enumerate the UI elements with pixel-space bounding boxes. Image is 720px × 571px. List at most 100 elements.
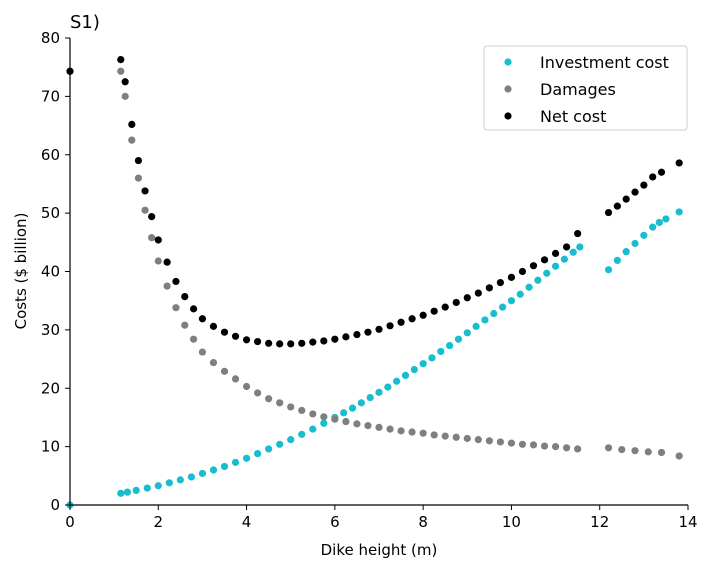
data-point [401, 371, 410, 380]
data-point [563, 243, 571, 251]
data-point [121, 92, 129, 100]
data-point [454, 335, 463, 343]
data-point [357, 399, 365, 407]
data-point [551, 249, 560, 258]
data-point [117, 67, 125, 75]
legend-marker [504, 112, 512, 120]
data-point [441, 303, 449, 311]
data-point [622, 248, 630, 256]
data-point [485, 284, 493, 292]
y-axis-title: Costs ($ billion) [12, 213, 30, 330]
data-point [143, 484, 151, 492]
data-point [331, 335, 339, 343]
data-point [622, 195, 630, 203]
data-point [604, 266, 613, 274]
data-point [132, 486, 140, 495]
x-tick-label: 6 [330, 513, 340, 531]
data-point [576, 243, 584, 251]
data-point [675, 452, 683, 460]
data-point [410, 365, 418, 374]
data-point [276, 399, 284, 407]
data-point [309, 410, 317, 418]
data-point [375, 325, 383, 333]
data-point [507, 439, 516, 447]
data-point [163, 282, 171, 290]
data-point [220, 328, 229, 336]
x-tick-label: 12 [590, 513, 609, 531]
legend-label: Damages [540, 80, 616, 99]
data-point [123, 488, 131, 496]
data-point [254, 337, 262, 346]
data-point [187, 473, 195, 481]
data-point [613, 202, 621, 210]
data-point [675, 208, 683, 216]
data-point [198, 315, 207, 323]
data-point [496, 438, 504, 446]
data-point [209, 322, 218, 330]
data-point [128, 120, 136, 128]
data-point [128, 136, 136, 144]
legend: Investment cost Damages Net cost [483, 45, 688, 131]
data-point [618, 445, 626, 454]
data-point [419, 429, 427, 437]
data-point [518, 267, 527, 276]
data-point [198, 348, 207, 356]
data-point [163, 258, 171, 266]
data-point [657, 448, 666, 457]
data-point [675, 159, 683, 167]
data-point [141, 206, 149, 214]
x-axis-title: Dike height (m) [321, 541, 438, 559]
x-tick-label: 14 [678, 513, 697, 531]
data-point [117, 489, 125, 497]
data-point [397, 427, 405, 435]
data-point [220, 462, 229, 471]
data-point [441, 432, 449, 440]
data-point [172, 304, 180, 312]
data-point [430, 307, 438, 315]
data-point [613, 256, 621, 265]
data-point [309, 425, 317, 433]
data-point [662, 215, 670, 223]
series-damages [66, 67, 683, 460]
data-point [348, 404, 357, 412]
data-point [446, 342, 454, 350]
data-point [254, 389, 262, 397]
data-point [551, 262, 560, 270]
data-point [485, 437, 493, 445]
data-point [437, 347, 445, 356]
series-net-cost [66, 55, 683, 348]
data-point [631, 188, 639, 196]
data-point [655, 218, 663, 227]
data-point [481, 316, 489, 324]
data-point [148, 234, 156, 242]
data-point [265, 395, 273, 403]
data-point [242, 382, 251, 391]
data-point [176, 476, 184, 484]
data-point [516, 290, 524, 298]
data-point [463, 434, 471, 443]
data-point [644, 448, 652, 456]
plot-area [66, 55, 683, 509]
data-point [287, 436, 295, 444]
data-point [463, 329, 471, 337]
data-point [298, 406, 306, 415]
data-point [117, 55, 125, 64]
data-point [604, 208, 613, 217]
data-point [640, 231, 648, 239]
data-point [134, 156, 143, 165]
data-point [121, 78, 129, 86]
y-tick-label: 30 [41, 321, 60, 339]
series-investment-cost [66, 208, 683, 509]
data-point [287, 340, 295, 348]
data-point [320, 337, 328, 345]
y-tick-label: 60 [41, 146, 60, 164]
data-point [298, 430, 306, 438]
y-tick-label: 10 [41, 438, 60, 456]
data-point [419, 360, 427, 368]
data-point [518, 440, 527, 448]
data-point [540, 442, 549, 450]
legend-marker [504, 85, 512, 93]
data-point [231, 375, 240, 383]
data-point [474, 289, 482, 297]
